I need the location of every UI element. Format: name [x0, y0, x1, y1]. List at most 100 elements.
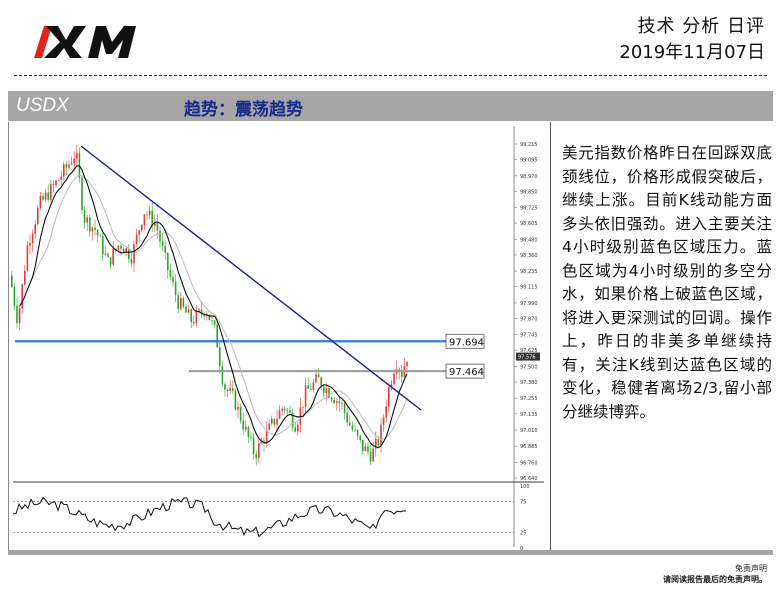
candle-body	[112, 248, 114, 265]
candle-body	[104, 253, 107, 255]
y-tick-label: 97.990	[520, 301, 538, 307]
candle-body	[291, 412, 294, 428]
candle-body	[68, 164, 70, 168]
candle-body	[224, 384, 226, 390]
candle-body	[143, 214, 146, 225]
indicator-tick-label: 25	[520, 531, 526, 537]
candle-body	[294, 427, 296, 432]
candle-body	[195, 310, 198, 324]
candle-body	[213, 320, 216, 325]
candle-body	[336, 401, 338, 404]
candle-body	[164, 245, 166, 253]
candle-body	[304, 385, 307, 407]
candle-body	[255, 454, 257, 458]
candle-body	[13, 287, 16, 306]
candle-body	[57, 179, 60, 181]
candle-body	[16, 305, 18, 324]
candle-body	[388, 386, 390, 407]
y-tick-label: 98.850	[520, 189, 538, 195]
candle-body	[369, 451, 372, 462]
candle-body	[242, 420, 244, 430]
candle-body	[356, 430, 359, 436]
candle-body	[63, 164, 65, 177]
candle-body	[317, 374, 320, 378]
candle-body	[260, 440, 263, 444]
candle-body	[169, 270, 172, 277]
candle-body	[193, 321, 195, 324]
y-tick-label: 98.970	[520, 174, 538, 180]
candle-body	[81, 177, 83, 211]
candle-body	[289, 410, 291, 413]
level-label-box	[445, 363, 485, 379]
y-tick-label: 97.010	[520, 428, 538, 434]
candle-body	[44, 192, 47, 200]
y-tick-label: 98.360	[520, 253, 538, 259]
y-tick-label: 98.235	[520, 269, 538, 275]
candle-body	[343, 403, 346, 413]
y-tick-label: 98.115	[520, 285, 538, 291]
candle-body	[107, 253, 109, 258]
candle-body	[94, 227, 96, 231]
y-tick-label: 96.640	[520, 476, 538, 482]
candle-body	[325, 388, 328, 393]
candle-body	[237, 406, 239, 410]
y-tick-label: 97.870	[520, 316, 538, 322]
candle-body	[52, 184, 55, 186]
candle-body	[299, 407, 302, 425]
candle-body	[245, 426, 247, 430]
candle-body	[167, 252, 169, 271]
candle-body	[364, 446, 367, 452]
candle-body	[185, 306, 187, 313]
candle-body	[354, 429, 356, 431]
disclaimer-title: 免责声明	[735, 564, 767, 573]
price-chart: 97.694 97.464 99.215 99.095 98.970 98.850 98.…	[11, 126, 544, 552]
y-tick-label: 96.760	[520, 460, 538, 466]
candle-body	[47, 192, 49, 200]
candle-body	[125, 248, 127, 253]
candle-body	[221, 365, 224, 385]
candle-body	[50, 184, 52, 200]
panel-divider	[550, 122, 551, 550]
candle-body	[229, 388, 231, 391]
candle-body	[182, 298, 185, 307]
candle-body	[377, 438, 380, 445]
candle-body	[198, 309, 200, 311]
candle-body	[31, 233, 34, 244]
candle-body	[18, 308, 21, 324]
indicator-tick-label: 75	[520, 500, 526, 506]
candle-body	[341, 403, 343, 404]
candle-body	[401, 371, 403, 377]
candle-body	[216, 324, 218, 348]
y-tick-label: 97.745	[520, 333, 538, 339]
disclaimer-text: 请阅读报告最后的免责声明。	[663, 575, 767, 584]
candle-body	[151, 210, 153, 226]
candle-body	[297, 424, 299, 432]
candle-body	[367, 446, 369, 452]
candle-body	[351, 425, 354, 430]
candle-body	[333, 399, 335, 404]
candle-body	[226, 389, 229, 391]
candle-body	[76, 153, 78, 159]
indicator-tick-label: 0	[520, 546, 523, 550]
candle-body	[29, 243, 31, 246]
candle-body	[86, 217, 88, 223]
slow-moving-average	[26, 174, 408, 440]
candle-body	[372, 448, 374, 462]
candle-body	[232, 388, 234, 391]
candle-body	[133, 244, 135, 264]
candle-body	[148, 210, 151, 216]
candle-body	[177, 295, 179, 310]
symbol-label: USDX	[16, 95, 69, 116]
candle-body	[37, 208, 39, 225]
candle-body	[239, 406, 242, 421]
y-tick-label: 98.480	[520, 237, 538, 243]
candle-body	[375, 438, 377, 449]
candle-body	[362, 439, 364, 452]
candle-body	[60, 176, 62, 180]
candle-body	[138, 230, 140, 235]
candle-body	[320, 377, 322, 388]
y-tick-label: 97.500	[520, 364, 538, 370]
candle-body	[141, 224, 143, 231]
candle-body	[109, 257, 112, 265]
xm-logo	[34, 26, 136, 58]
